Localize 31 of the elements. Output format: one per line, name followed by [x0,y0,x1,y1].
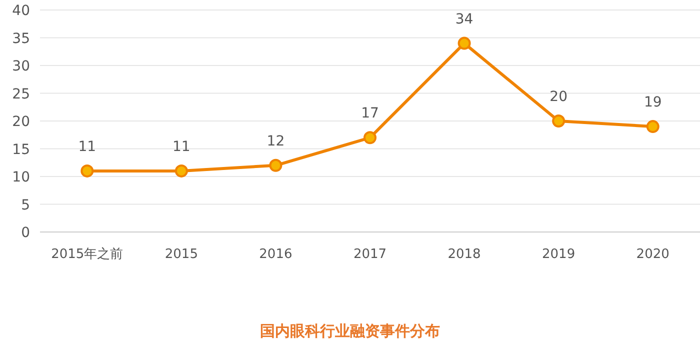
point [458,36,471,50]
y-tick-label: 15 [12,142,30,158]
x-tick-label: 2016 [259,247,292,262]
y-tick-label: 10 [12,170,30,186]
data-label: 12 [266,133,285,150]
data-label: 11 [172,138,190,155]
point [552,114,566,128]
point [364,131,376,144]
y-tick-label: 35 [12,30,30,47]
x-tick-label: 2015 [164,247,198,262]
x-tick-label: 2017 [353,247,387,262]
x-tick-label: 2020 [636,247,670,262]
data-label: 19 [644,94,662,111]
point [646,120,660,134]
x-tick-label: 2018 [448,247,481,262]
data-label: 34 [455,11,474,28]
y-tick-label: 40 [12,3,30,19]
y-tick-label: 25 [12,86,30,102]
data-label: 20 [550,89,568,105]
x-tick-label: 2019 [542,247,576,262]
point [80,164,94,178]
y-tick-label: 5 [21,197,30,214]
point [174,164,188,178]
y-tick-label: 0 [21,225,30,241]
point [269,158,282,172]
text: 国内眼科行业融资事件分布 [260,322,440,340]
data-label: 17 [361,106,379,122]
y-tick-label: 30 [12,58,30,74]
x-tick-label: 2015年之前 [51,247,124,262]
y-tick-label: 20 [12,114,30,130]
data-label: 11 [78,138,96,155]
